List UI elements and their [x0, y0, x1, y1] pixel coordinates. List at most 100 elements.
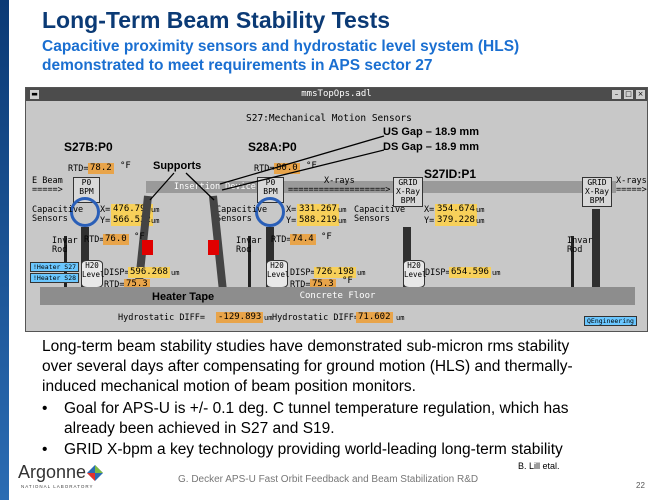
- unit-hydro-2: um: [396, 314, 405, 322]
- unit-y-2: um: [338, 217, 347, 225]
- disp-value-3: 654.596: [449, 267, 491, 278]
- capacitive-sensors-label-3: Capacitive Sensors: [354, 205, 406, 224]
- bullet-2: • GRID X-bpm a key technology providing …: [42, 440, 563, 460]
- bullet-dot-2: •: [42, 441, 48, 458]
- y-value-1: 566.532: [111, 215, 153, 226]
- rtd-top-value-1: 78.2: [88, 163, 114, 174]
- label-heater-tape: Heater Tape: [152, 291, 215, 303]
- arrow-us-gap: [219, 135, 385, 185]
- unit-x-3: um: [476, 206, 485, 214]
- invar-rod-1: [64, 236, 67, 287]
- unit-disp-3: um: [492, 269, 501, 277]
- rtd-bot-label-2: RTD=: [290, 280, 311, 290]
- hydro-diff-label-2: Hydrostatic DIFF=: [272, 313, 359, 323]
- rtd-mid-value-1: 76.0: [103, 234, 129, 245]
- disp-value-2: 726.198: [314, 267, 356, 278]
- bullet-2-text: GRID X-bpm a key technology providing wo…: [64, 441, 563, 458]
- deg-f-2: °F: [306, 161, 317, 171]
- x-label-3: X=: [424, 205, 435, 215]
- unit-x-2: um: [338, 206, 347, 214]
- h2o-level-1: H20 Level: [81, 260, 105, 288]
- slide-subtitle: Capacitive proximity sensors and hydrost…: [42, 37, 519, 75]
- unit-hydro-1: um: [264, 314, 273, 322]
- arrow-supports-right: [185, 172, 215, 201]
- label-ds-gap: DS Gap – 18.9 mm: [383, 141, 479, 153]
- unit-y-3: um: [476, 217, 485, 225]
- e-beam-label: E Beam: [32, 176, 63, 186]
- disp-value-1: 596.268: [128, 267, 170, 278]
- subtitle-line-2: demonstrated to meet requirements in APS…: [42, 57, 433, 74]
- arrow-ds-gap: [221, 149, 385, 191]
- hydro-diff-value-2: 71.602: [356, 312, 393, 323]
- unit-disp-2: um: [357, 269, 366, 277]
- rtd-mid-label-1: RTD=: [84, 235, 105, 245]
- grid-xray-bpm-2: GRID X-Ray BPM: [582, 177, 612, 207]
- argonne-logo-icon: [87, 465, 103, 481]
- insertion-device-label: Insertion Device: [174, 182, 256, 192]
- invar-rod-label-1: Invar Rod: [52, 236, 78, 255]
- minimize-icon[interactable]: –: [612, 90, 621, 99]
- engineering-button[interactable]: QEngineering: [584, 316, 637, 326]
- heater-s27-button[interactable]: !Heater S27: [30, 262, 80, 272]
- e-beam-arrow: =====>: [32, 185, 63, 195]
- xrays-mid-arrow: ===================>: [288, 185, 391, 195]
- deg-f-mid-2: °F: [321, 232, 332, 242]
- x-value-3: 354.674: [435, 204, 477, 215]
- x-value-2: 331.267: [297, 204, 339, 215]
- highlight-ring-2: [255, 197, 285, 227]
- x-label-1: X=: [100, 205, 111, 215]
- deg-f-bot-2: °F: [342, 276, 353, 286]
- concrete-floor: Concrete Floor: [40, 287, 635, 305]
- maximize-icon[interactable]: □: [624, 90, 633, 99]
- rtd-label-1: RTD=: [68, 164, 89, 174]
- rtd-bot-value-1: 75.3: [124, 279, 150, 290]
- bpm-post-2: [266, 227, 274, 287]
- y-label-2: Y=: [286, 216, 297, 226]
- capacitive-sensors-label-2: Capacitive Sensors: [216, 205, 268, 224]
- credit-text: B. Lill etal.: [518, 461, 560, 471]
- heater-right: [208, 240, 219, 255]
- label-s27b-p0: S27B:P0: [64, 140, 113, 154]
- subtitle-line-1: Capacitive proximity sensors and hydrost…: [42, 38, 520, 55]
- arrow-supports-left: [149, 172, 175, 201]
- unit-disp-1: um: [171, 269, 180, 277]
- rtd-top-value-2: 80.0: [274, 163, 300, 174]
- bullet-1-line-2: already been achieved in S27 and S19.: [64, 420, 335, 437]
- argonne-logo-subtitle: NATIONAL LABORATORY: [21, 484, 94, 489]
- label-s28a-p0: S28A:P0: [248, 140, 297, 154]
- invar-rod-3: [571, 236, 574, 287]
- body-line-1: Long-term beam stability studies have de…: [42, 338, 570, 355]
- rtd-mid-value-2: 74.4: [290, 234, 316, 245]
- footer-text: G. Decker APS-U Fast Orbit Feedback and …: [178, 474, 479, 485]
- grid-xray-bpm-1: GRID X-Ray BPM: [393, 177, 423, 207]
- disp-label-2: DISP=: [290, 268, 316, 278]
- concrete-floor-label: Concrete Floor: [299, 291, 376, 301]
- x-value-1: 476.790: [111, 204, 153, 215]
- xrays-right-arrow: =====>: [616, 185, 647, 195]
- invar-rod-label-2: Invar Rod: [236, 236, 262, 255]
- heater-s28-button[interactable]: !Heater S28: [30, 273, 80, 283]
- body-line-2: over several days after compensating for…: [42, 358, 573, 375]
- page-number: 22: [636, 481, 645, 490]
- window-menu-icon[interactable]: ▬: [30, 90, 39, 99]
- rtd-bot-value-2: 75.3: [310, 279, 336, 290]
- hydro-diff-label-1: Hydrostatic DIFF=: [118, 313, 205, 323]
- deg-f-mid-1: °F: [134, 232, 145, 242]
- y-label-3: Y=: [424, 216, 435, 226]
- y-label-1: Y=: [100, 216, 111, 226]
- label-us-gap: US Gap – 18.9 mm: [383, 126, 479, 138]
- label-supports: Supports: [153, 160, 202, 172]
- y-value-2: 588.219: [297, 215, 339, 226]
- invar-rod-2: [248, 236, 251, 287]
- xrays-mid-label: X-rays: [324, 176, 355, 186]
- bpm-post-3: [403, 227, 411, 287]
- body-paragraph: Long-term beam stability studies have de…: [42, 337, 652, 397]
- heater-left: [142, 240, 153, 255]
- window-title: mmsTopOps.adl: [301, 89, 372, 99]
- bullet-1: • Goal for APS-U is +/- 0.1 deg. C tunne…: [42, 399, 568, 439]
- unit-y-1: um: [151, 217, 160, 225]
- window-titlebar[interactable]: mmsTopOps.adl: [26, 88, 647, 101]
- close-icon[interactable]: ×: [636, 90, 645, 99]
- argonne-logo-text: Argonne: [18, 462, 87, 482]
- deg-f-1: °F: [120, 161, 131, 171]
